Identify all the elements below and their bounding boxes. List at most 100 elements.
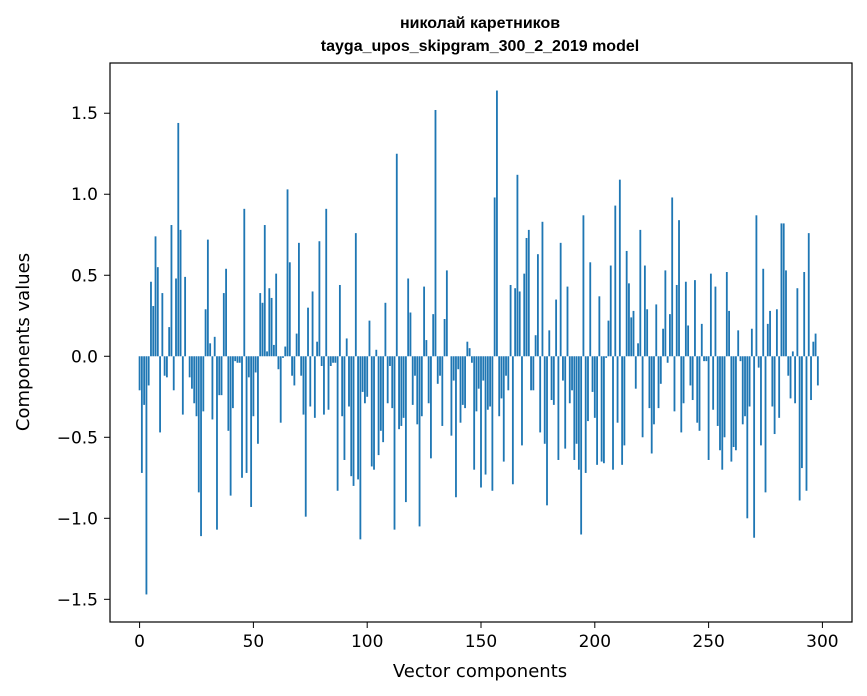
bar: [395, 153, 398, 357]
chart-title: николай каретников: [400, 15, 560, 32]
bar: [712, 356, 715, 410]
bar: [493, 197, 496, 357]
bar: [200, 356, 202, 537]
bar: [496, 90, 498, 357]
bar: [154, 236, 157, 357]
bar: [232, 356, 234, 409]
bar: [618, 179, 621, 357]
bar: [662, 328, 664, 357]
bar: [807, 233, 810, 357]
bar: [343, 356, 346, 460]
bar: [295, 333, 298, 357]
bar: [739, 356, 742, 362]
bar: [502, 356, 505, 462]
bar: [302, 356, 305, 415]
plot-frame: [109, 62, 853, 623]
bar: [252, 356, 255, 417]
bar: [709, 273, 712, 357]
bar: [552, 356, 555, 405]
bar: [373, 356, 375, 470]
bar: [204, 309, 207, 357]
bar: [218, 356, 221, 396]
x-tick-label: 300: [806, 632, 838, 652]
bar: [147, 356, 150, 386]
bar: [250, 356, 253, 507]
bar: [584, 356, 587, 473]
bar: [737, 330, 740, 357]
bar: [575, 356, 578, 444]
bar: [323, 356, 325, 415]
bar: [507, 356, 510, 391]
bar: [536, 254, 539, 357]
bar: [293, 356, 296, 386]
bar: [209, 343, 212, 357]
bar: [744, 356, 746, 417]
bar: [384, 302, 387, 357]
bar: [589, 262, 592, 357]
bar: [605, 356, 608, 358]
x-tick-label: 200: [579, 632, 611, 652]
bar: [193, 356, 196, 404]
bar: [159, 356, 161, 433]
bar: [364, 356, 366, 404]
bar: [188, 356, 191, 378]
bar: [466, 341, 469, 357]
bar: [140, 356, 143, 473]
bar: [707, 356, 710, 460]
bar: [425, 340, 428, 357]
bar: [191, 356, 193, 389]
bar: [794, 356, 797, 404]
bar: [782, 223, 785, 357]
bar: [523, 273, 526, 357]
bar: [539, 356, 542, 433]
bar: [227, 356, 230, 431]
bar: [261, 302, 264, 357]
bar: [206, 239, 209, 357]
y-tick-label: 1.0: [71, 185, 98, 205]
bar: [170, 225, 173, 357]
bar: [603, 356, 605, 464]
bar: [272, 344, 275, 357]
bar: [534, 335, 537, 357]
bar: [705, 356, 708, 362]
bar: [156, 267, 159, 357]
bar: [691, 356, 694, 401]
bar: [489, 356, 492, 407]
bar: [614, 205, 617, 357]
bar: [557, 356, 560, 460]
bar: [414, 356, 416, 376]
bar: [450, 356, 453, 436]
bar: [427, 356, 430, 404]
bar: [646, 309, 649, 357]
bar: [416, 356, 419, 425]
bar: [801, 356, 803, 469]
bar: [352, 356, 355, 486]
bar: [211, 356, 214, 420]
bar: [423, 286, 426, 357]
y-tick-label: 0.5: [71, 266, 98, 286]
bar: [623, 356, 626, 446]
bar: [498, 356, 501, 417]
bar: [377, 356, 380, 456]
bar: [669, 314, 671, 357]
bar: [361, 356, 364, 392]
bar: [732, 356, 735, 448]
bar: [680, 356, 683, 433]
bar: [516, 174, 519, 357]
bar: [587, 356, 589, 422]
bar: [332, 356, 334, 363]
x-tick-label: 100: [351, 632, 383, 652]
bar: [307, 307, 309, 357]
bar: [263, 225, 266, 357]
bar: [607, 320, 610, 357]
bar: [439, 356, 441, 376]
bar: [573, 356, 576, 460]
bar: [259, 293, 262, 357]
bar: [648, 356, 651, 409]
bar: [270, 297, 273, 357]
x-axis-ticks: 0 50 100 150 200 250 300: [134, 622, 839, 652]
bar: [175, 278, 177, 357]
bar: [443, 319, 446, 357]
bar: [527, 229, 530, 357]
